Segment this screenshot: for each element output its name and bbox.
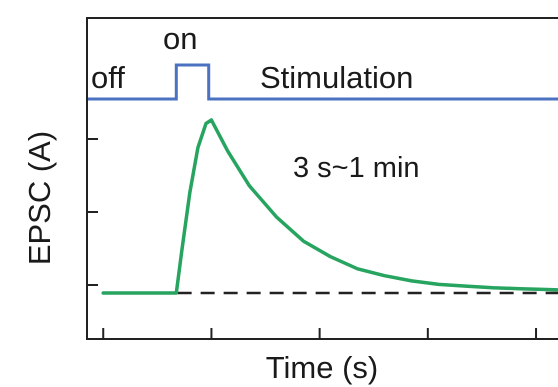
x-axis-ticks [102,328,538,339]
plot-frame [86,17,558,340]
series-layer [88,63,558,295]
y-axis-label: EPSC (A) [22,131,57,265]
stim-off-label: off [91,60,125,95]
decay-annotation: 3 s~1 min [293,152,420,184]
stimulation-trace [88,63,558,101]
epsc-line [101,118,558,295]
x-axis-label: Time (s) [266,350,379,385]
y-axis-ticks [87,138,98,286]
stim-on-label: on [163,21,197,56]
stimulation-label: Stimulation [260,60,413,95]
